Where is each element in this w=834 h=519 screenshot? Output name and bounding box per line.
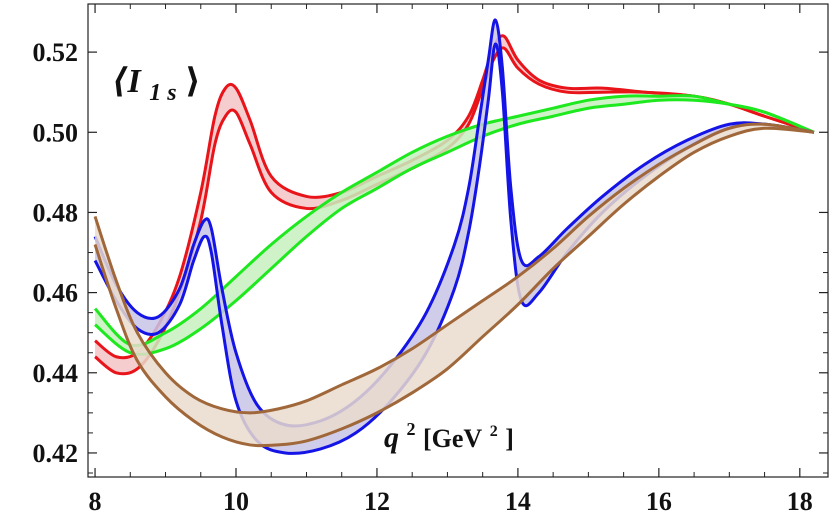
x-tick-label: 8 (89, 487, 102, 516)
xlabel-q-sup: 2 (407, 419, 416, 439)
y-tick-label: 0.44 (33, 359, 79, 388)
y-tick-label: 0.48 (33, 198, 79, 227)
upper-line-green (93, 94, 815, 348)
lower-line-green (94, 98, 815, 356)
series-green (93, 94, 815, 356)
y-tick-label: 0.52 (33, 38, 79, 67)
y-tick-label: 0.50 (33, 118, 79, 147)
upper-line-brown (93, 122, 815, 415)
x-tick-label: 12 (364, 487, 390, 516)
series-blue (93, 18, 815, 455)
xlabel-unit: [GeV (423, 424, 482, 453)
annotation-close: ⟩ (185, 63, 201, 100)
annotation-main: ⟨I (112, 63, 143, 100)
y-tick-label: 0.46 (33, 279, 79, 308)
x-tick-label: 14 (505, 487, 531, 516)
series-brown (93, 122, 815, 448)
xlabel-q: q (384, 421, 399, 454)
band-layer (93, 18, 815, 455)
x-tick-label: 10 (223, 487, 249, 516)
x-tick-label: 16 (646, 487, 672, 516)
x-tick-label: 18 (787, 487, 813, 516)
upper-line-blue (93, 18, 815, 428)
plot-frame (87, 3, 829, 478)
y-tick-label: 0.42 (33, 439, 79, 468)
curve-annotation: ⟨I 1 s ⟩ (112, 63, 201, 108)
axes-layer (87, 3, 829, 478)
band-fill-green (95, 95, 814, 355)
lower-line-brown (93, 126, 815, 448)
tick-label-layer: 8 10 12 14 16 18 0.42 0.44 0.46 0.48 0.50 0.52 (33, 38, 813, 516)
x-axis-label: q 2 [GeV 2 ] (384, 409, 514, 454)
annotation-subscript: 1 s (149, 80, 176, 106)
xlabel-unit-close: ] (505, 424, 514, 453)
xlabel-unit-sup: 2 (490, 423, 498, 440)
